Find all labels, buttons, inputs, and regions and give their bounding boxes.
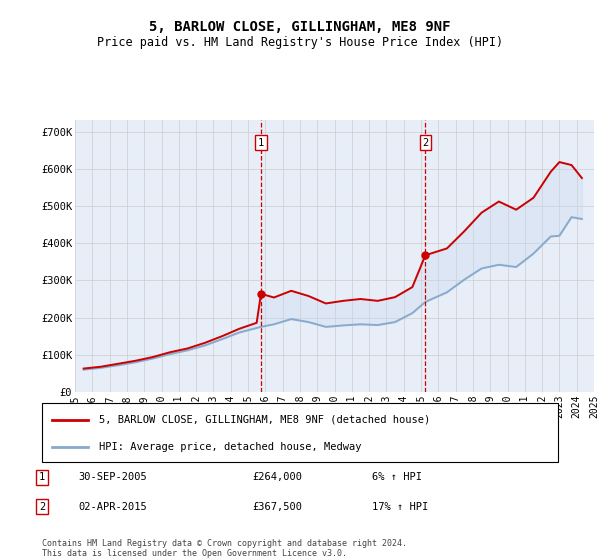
Text: 5, BARLOW CLOSE, GILLINGHAM, ME8 9NF: 5, BARLOW CLOSE, GILLINGHAM, ME8 9NF: [149, 20, 451, 34]
Text: £367,500: £367,500: [252, 502, 302, 512]
Text: £264,000: £264,000: [252, 472, 302, 482]
Text: 1: 1: [258, 138, 264, 148]
Text: 1: 1: [39, 472, 45, 482]
Text: Price paid vs. HM Land Registry's House Price Index (HPI): Price paid vs. HM Land Registry's House …: [97, 36, 503, 49]
FancyBboxPatch shape: [42, 403, 558, 462]
Text: Contains HM Land Registry data © Crown copyright and database right 2024.
This d: Contains HM Land Registry data © Crown c…: [42, 539, 407, 558]
Text: HPI: Average price, detached house, Medway: HPI: Average price, detached house, Medw…: [99, 442, 361, 452]
Text: 2: 2: [422, 138, 428, 148]
Text: 2: 2: [39, 502, 45, 512]
Text: 02-APR-2015: 02-APR-2015: [78, 502, 147, 512]
Text: 5, BARLOW CLOSE, GILLINGHAM, ME8 9NF (detached house): 5, BARLOW CLOSE, GILLINGHAM, ME8 9NF (de…: [99, 414, 430, 424]
Text: 17% ↑ HPI: 17% ↑ HPI: [372, 502, 428, 512]
Text: 6% ↑ HPI: 6% ↑ HPI: [372, 472, 422, 482]
Text: 30-SEP-2005: 30-SEP-2005: [78, 472, 147, 482]
